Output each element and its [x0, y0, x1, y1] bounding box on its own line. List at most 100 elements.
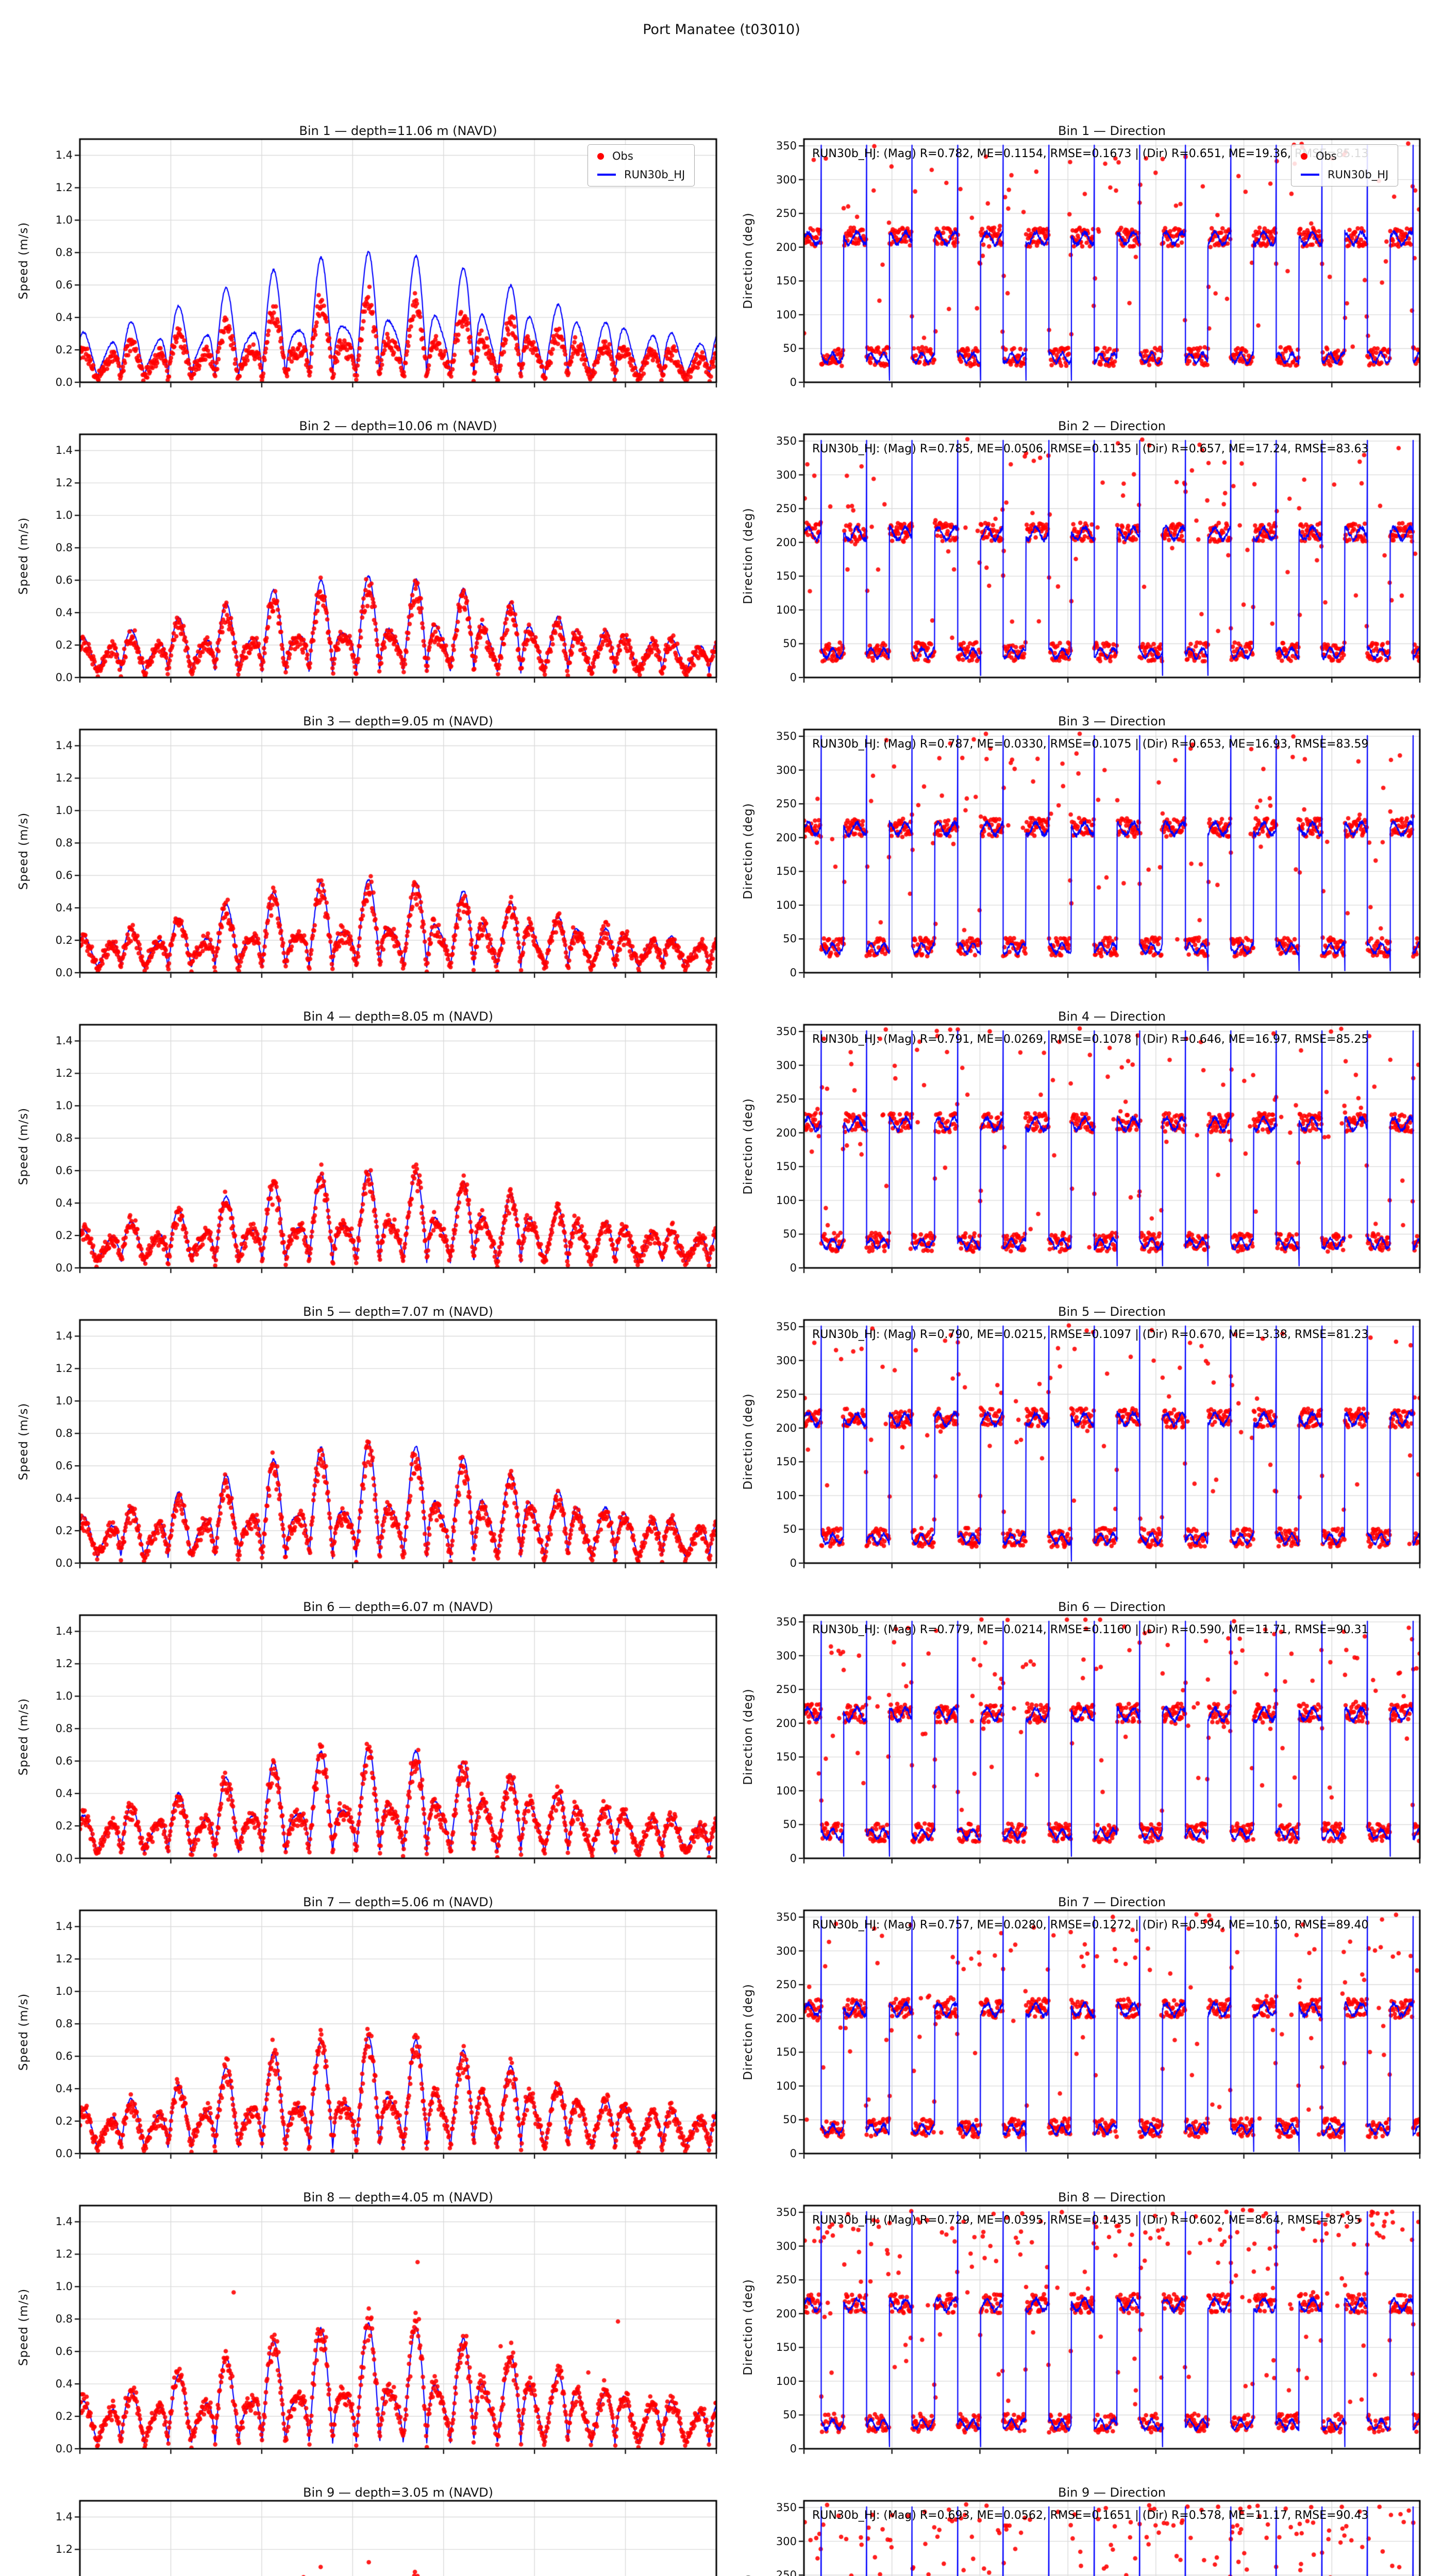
speed-plot-canvas-bin-3	[0, 714, 722, 1009]
direction-y-tick-label: 0	[790, 376, 797, 388]
direction-y-tick-label: 50	[783, 1818, 797, 1831]
speed-y-tick-label: 1.4	[55, 444, 73, 457]
direction-plot-canvas-bin-8	[722, 2190, 1443, 2485]
direction-y-tick-label: 0	[790, 2147, 797, 2160]
direction-plot-title-bin-8: Bin 8 — Direction	[1058, 2190, 1166, 2205]
direction-y-tick-label: 150	[776, 1160, 797, 1173]
direction-y-tick-label: 350	[776, 1616, 797, 1629]
speed-y-tick-label: 0.6	[55, 1460, 73, 1472]
speed-y-tick-label: 0.2	[55, 639, 73, 652]
direction-y-tick-label: 0	[790, 1557, 797, 1569]
speed-plot-canvas-bin-5	[0, 1304, 722, 1600]
direction-plot-title-bin-4: Bin 4 — Direction	[1058, 1009, 1166, 1024]
speed-y-tick-label: 0.4	[55, 311, 73, 324]
speed-y-tick-label: 0.4	[55, 1787, 73, 1800]
speed-y-tick-label: 0.4	[55, 2378, 73, 2391]
direction-y-tick-label: 100	[776, 1784, 797, 1797]
direction-y-tick-label: 300	[776, 1649, 797, 1662]
speed-y-tick-label: 0.2	[55, 934, 73, 947]
speed-y-axis-label-bin-1: Speed (m/s)	[17, 222, 30, 300]
direction-plot-title-bin-5: Bin 5 — Direction	[1058, 1304, 1166, 1319]
stats-annotation-bin-6: RUN30b_HJ: (Mag) R=0.779, ME=0.0214, RMS…	[812, 1623, 1369, 1636]
stats-annotation-bin-9: RUN30b_HJ: (Mag) R=0.693, ME=0.0562, RMS…	[812, 2509, 1369, 2522]
direction-y-tick-label: 0	[790, 671, 797, 684]
direction-y-tick-label: 100	[776, 308, 797, 321]
speed-y-tick-label: 0.0	[55, 2443, 73, 2455]
legend-model-label: RUN30b_HJ	[624, 168, 685, 181]
speed-y-axis-label-bin-2: Speed (m/s)	[17, 517, 30, 595]
direction-y-tick-label: 0	[790, 1262, 797, 1274]
speed-y-tick-label: 0.8	[55, 246, 73, 259]
direction-y-tick-label: 300	[776, 1944, 797, 1957]
speed-y-tick-label: 0.8	[55, 837, 73, 850]
direction-y-tick-label: 200	[776, 536, 797, 549]
direction-legend-bin-1: Obs RUN30b_HJ	[1291, 144, 1399, 187]
speed-y-axis-label-bin-4: Speed (m/s)	[17, 1107, 30, 1185]
speed-y-tick-label: 0.2	[55, 2115, 73, 2128]
speed-y-tick-label: 1.2	[55, 1362, 73, 1375]
direction-y-tick-label: 100	[776, 899, 797, 911]
direction-y-tick-label: 300	[776, 2240, 797, 2252]
direction-y-tick-label: 50	[783, 2113, 797, 2126]
speed-plot-title-bin-3: Bin 3 — depth=9.05 m (NAVD)	[303, 714, 493, 728]
speed-plot-canvas-bin-6	[0, 1600, 722, 1895]
speed-y-tick-label: 1.2	[55, 1657, 73, 1670]
direction-y-tick-label: 250	[776, 2274, 797, 2286]
model-line-marker-icon	[1301, 174, 1319, 176]
speed-plot-title-bin-6: Bin 6 — depth=6.07 m (NAVD)	[303, 1600, 493, 1614]
legend-entry-model: RUN30b_HJ	[597, 168, 685, 181]
speed-y-tick-label: 1.4	[55, 1920, 73, 1933]
direction-y-tick-label: 300	[776, 173, 797, 186]
speed-y-tick-label: 0.8	[55, 1132, 73, 1145]
speed-y-tick-label: 1.2	[55, 2248, 73, 2261]
speed-y-tick-label: 1.2	[55, 772, 73, 785]
speed-y-tick-label: 1.2	[55, 477, 73, 489]
speed-y-tick-label: 1.0	[55, 214, 73, 227]
legend-entry-obs: Obs	[1301, 150, 1388, 162]
direction-plot-title-bin-3: Bin 3 — Direction	[1058, 714, 1166, 728]
speed-y-tick-label: 1.2	[55, 1067, 73, 1080]
stats-annotation-bin-1: RUN30b_HJ: (Mag) R=0.782, ME=0.1154, RMS…	[812, 147, 1369, 160]
model-line-marker-icon	[597, 174, 616, 176]
direction-y-tick-label: 200	[776, 241, 797, 253]
speed-y-tick-label: 1.4	[55, 1625, 73, 1638]
direction-y-axis-label-bin-1: Direction (deg)	[742, 212, 755, 309]
direction-y-tick-label: 350	[776, 140, 797, 152]
speed-plot-title-bin-4: Bin 4 — depth=8.05 m (NAVD)	[303, 1009, 493, 1024]
direction-y-tick-label: 250	[776, 1093, 797, 1106]
speed-y-tick-label: 0.6	[55, 2050, 73, 2063]
stats-annotation-bin-8: RUN30b_HJ: (Mag) R=0.729, ME=0.0395, RMS…	[812, 2214, 1362, 2227]
direction-y-tick-label: 50	[783, 933, 797, 945]
speed-plot-canvas-bin-7	[0, 1895, 722, 2190]
stats-annotation-bin-3: RUN30b_HJ: (Mag) R=0.787, ME=0.0330, RMS…	[812, 738, 1369, 751]
direction-plot-canvas-bin-6	[722, 1600, 1443, 1895]
speed-legend-bin-1: Obs RUN30b_HJ	[588, 144, 695, 187]
direction-y-tick-label: 0	[790, 2443, 797, 2455]
direction-y-tick-label: 100	[776, 1194, 797, 1207]
stats-annotation-bin-5: RUN30b_HJ: (Mag) R=0.790, ME=0.0215, RMS…	[812, 1328, 1369, 1341]
direction-y-tick-label: 300	[776, 1354, 797, 1367]
legend-entry-obs: Obs	[597, 150, 685, 162]
speed-y-tick-label: 0.4	[55, 1197, 73, 1210]
speed-y-tick-label: 0.6	[55, 574, 73, 587]
direction-y-tick-label: 200	[776, 831, 797, 844]
speed-y-tick-label: 1.4	[55, 2215, 73, 2228]
speed-y-tick-label: 1.0	[55, 2280, 73, 2293]
speed-y-tick-label: 0.6	[55, 1755, 73, 1768]
speed-y-tick-label: 0.4	[55, 1492, 73, 1505]
speed-plot-title-bin-1: Bin 1 — depth=11.06 m (NAVD)	[299, 124, 497, 138]
direction-y-tick-label: 350	[776, 730, 797, 743]
direction-y-tick-label: 350	[776, 1911, 797, 1924]
direction-y-tick-label: 150	[776, 570, 797, 583]
direction-plot-title-bin-1: Bin 1 — Direction	[1058, 124, 1166, 138]
speed-y-tick-label: 0.8	[55, 541, 73, 554]
speed-y-axis-label-bin-8: Speed (m/s)	[17, 2288, 30, 2366]
direction-y-tick-label: 0	[790, 967, 797, 979]
direction-y-tick-label: 0	[790, 1852, 797, 1865]
speed-y-axis-label-bin-3: Speed (m/s)	[17, 812, 30, 890]
speed-y-tick-label: 1.0	[55, 1099, 73, 1112]
direction-y-tick-label: 50	[783, 1228, 797, 1241]
obs-dot-marker-icon	[1301, 152, 1307, 160]
direction-y-tick-label: 250	[776, 798, 797, 810]
